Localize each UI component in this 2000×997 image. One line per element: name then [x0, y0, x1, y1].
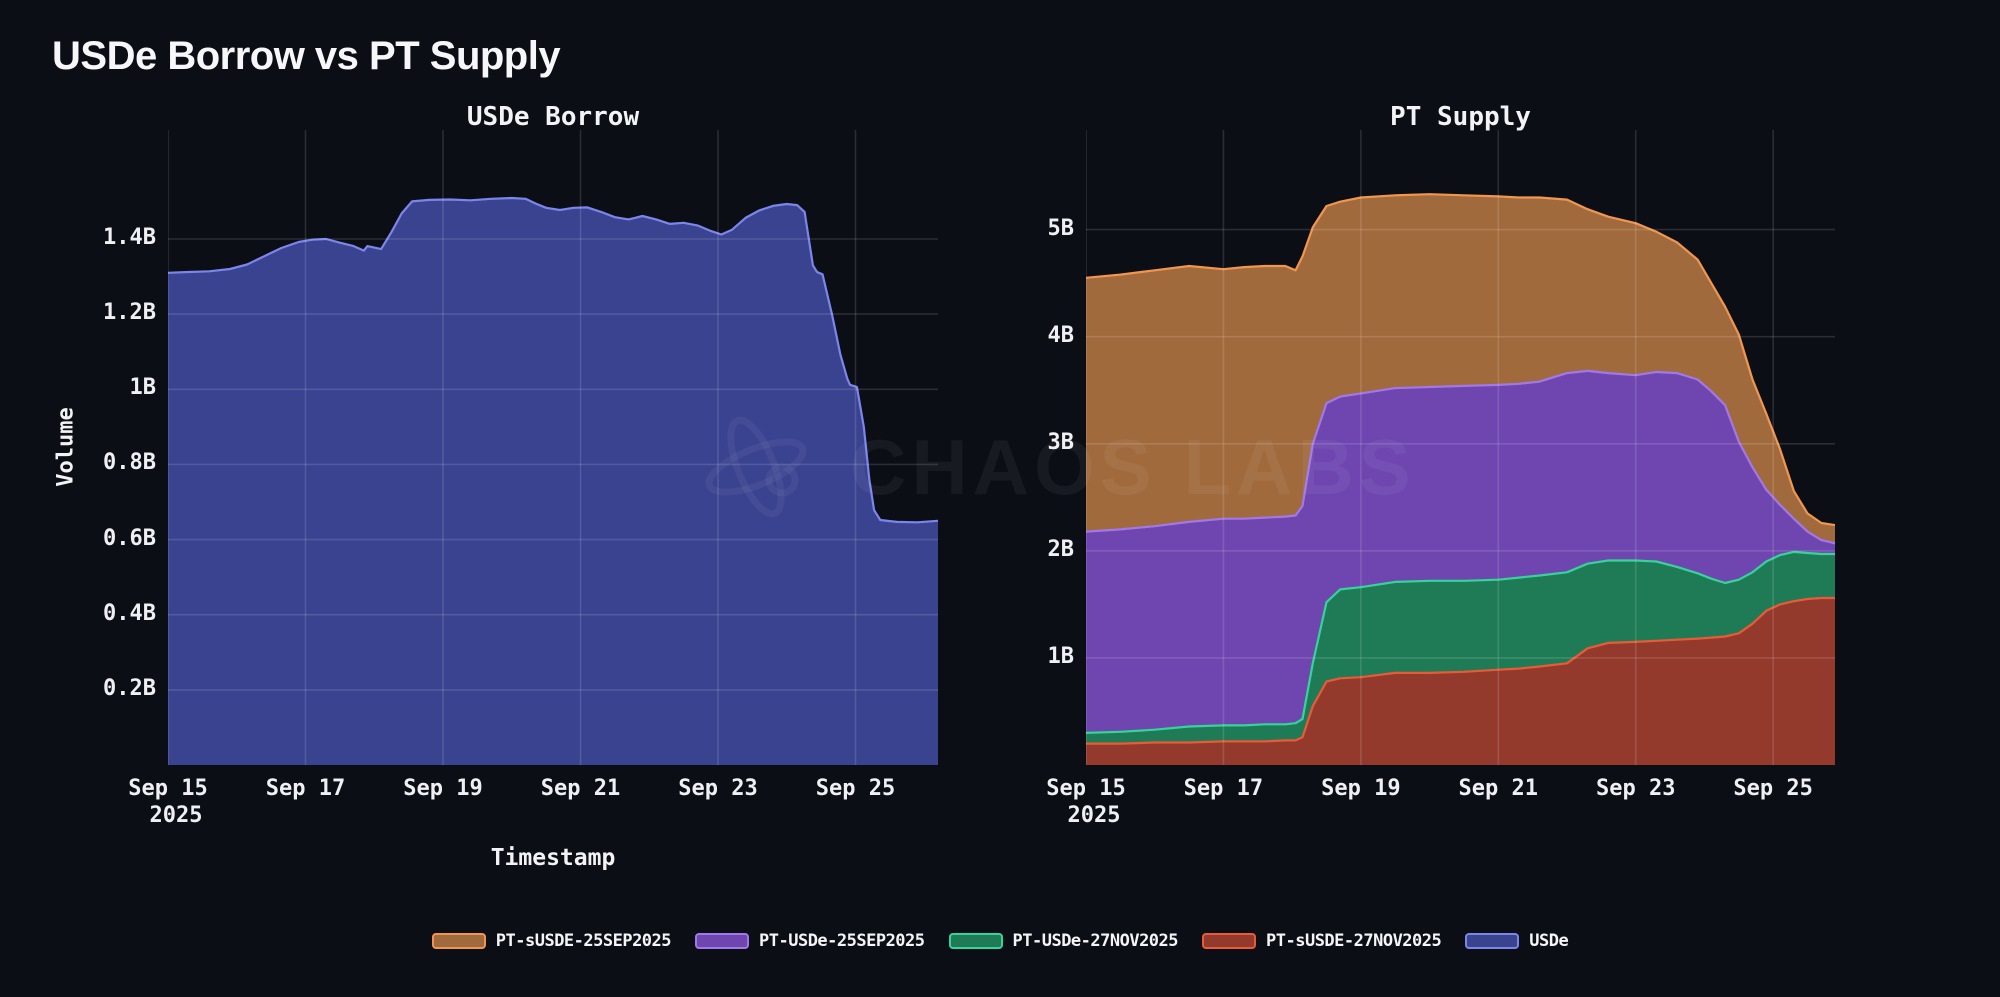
x-axis-tick-label: Sep 17 — [265, 776, 346, 801]
area-line-PT-sUSDE-25SEP2025 — [1086, 193, 1835, 527]
legend-label: USDe — [1529, 931, 1569, 951]
y-axis-tick-label: 1.4B — [103, 224, 156, 250]
y-axis-tick-label: 1B — [1047, 643, 1075, 669]
left-chart-title: USDe Borrow — [466, 102, 640, 132]
x-axis-tick-label: Sep 25 — [815, 776, 896, 801]
legend-label: PT-sUSDE-25SEP2025 — [495, 931, 672, 951]
x-axis-tick-label: Sep 21 — [1458, 776, 1539, 801]
y-axis-tick-label: 0.6B — [103, 525, 156, 551]
legend-item-PT-USDe-27NOV2025[interactable]: PT-USDe-27NOV2025 — [948, 931, 1179, 951]
y-axis-tick-label: 1B — [129, 375, 157, 401]
area-line-USDe — [168, 196, 938, 524]
x-axis-tick-label: Sep 15 — [1046, 776, 1126, 801]
area-fill-PT-USDe-27NOV2025 — [1086, 551, 1835, 744]
left-chart-y-axis-title: Volume — [53, 407, 79, 487]
x-axis-tick-label: Sep 23 — [678, 776, 758, 801]
right-chart-title: PT Supply — [1390, 102, 1531, 132]
legend-item-USDe[interactable]: USDe — [1465, 931, 1569, 951]
x-axis-tick-label: Sep 25 — [1733, 776, 1813, 801]
area-fill-PT-USDe-25SEP2025 — [1086, 370, 1835, 733]
x-axis-tick-label: Sep 19 — [1321, 776, 1401, 801]
y-axis-tick-label: 1.2B — [103, 300, 156, 326]
page-title: USDe Borrow vs PT Supply — [52, 34, 561, 78]
area-line-PT-sUSDE-27NOV2025 — [1086, 596, 1835, 745]
x-axis-tick-sublabel: 2025 — [1067, 803, 1121, 828]
legend-swatch-icon — [1202, 933, 1257, 949]
x-axis-tick-sublabel: 2025 — [149, 803, 203, 828]
chart-legend: PT-sUSDE-25SEP2025 PT-USDe-25SEP2025 PT-US… — [0, 931, 2000, 951]
y-axis-tick-label: 3B — [1047, 429, 1075, 455]
legend-item-PT-sUSDE-27NOV2025[interactable]: PT-sUSDE-27NOV2025 — [1202, 931, 1442, 951]
x-axis-tick-label: Sep 15 — [128, 776, 208, 801]
y-axis-tick-label: 0.8B — [103, 450, 156, 476]
legend-label: PT-sUSDE-27NOV2025 — [1266, 931, 1442, 951]
legend-swatch-icon — [695, 933, 750, 949]
x-axis-tick-label: Sep 21 — [540, 776, 621, 801]
y-axis-tick-label: 2B — [1047, 536, 1075, 562]
legend-label: PT-USDe-25SEP2025 — [759, 931, 925, 951]
legend-item-PT-USDe-25SEP2025[interactable]: PT-USDe-25SEP2025 — [695, 931, 925, 951]
legend-swatch-icon — [431, 933, 486, 949]
pt-supply-plot-area[interactable] — [1086, 130, 1835, 765]
area-line-PT-USDe-25SEP2025 — [1086, 369, 1835, 545]
area-line-PT-USDe-27NOV2025 — [1086, 550, 1835, 734]
legend-swatch-icon — [948, 933, 1003, 949]
area-fill-PT-sUSDE-25SEP2025 — [1086, 194, 1835, 544]
legend-item-PT-sUSDE-25SEP2025[interactable]: PT-sUSDE-25SEP2025 — [431, 931, 672, 951]
y-axis-tick-label: 0.4B — [103, 600, 156, 626]
legend-swatch-icon — [1465, 933, 1520, 949]
legend-label: PT-USDe-27NOV2025 — [1012, 931, 1179, 951]
x-axis-tick-label: Sep 23 — [1595, 776, 1676, 801]
y-axis-tick-label: 4B — [1047, 322, 1075, 348]
x-axis-tick-label: Sep 19 — [403, 776, 483, 801]
x-axis-tick-label: Sep 17 — [1183, 776, 1264, 801]
left-chart-x-axis-title: Timestamp — [490, 845, 616, 871]
area-fill-USDe — [168, 198, 938, 765]
y-axis-tick-label: 5B — [1047, 215, 1075, 241]
y-axis-tick-label: 0.2B — [103, 675, 156, 701]
usde-borrow-plot-area[interactable] — [168, 130, 938, 765]
area-fill-PT-sUSDE-27NOV2025 — [1086, 598, 1835, 765]
